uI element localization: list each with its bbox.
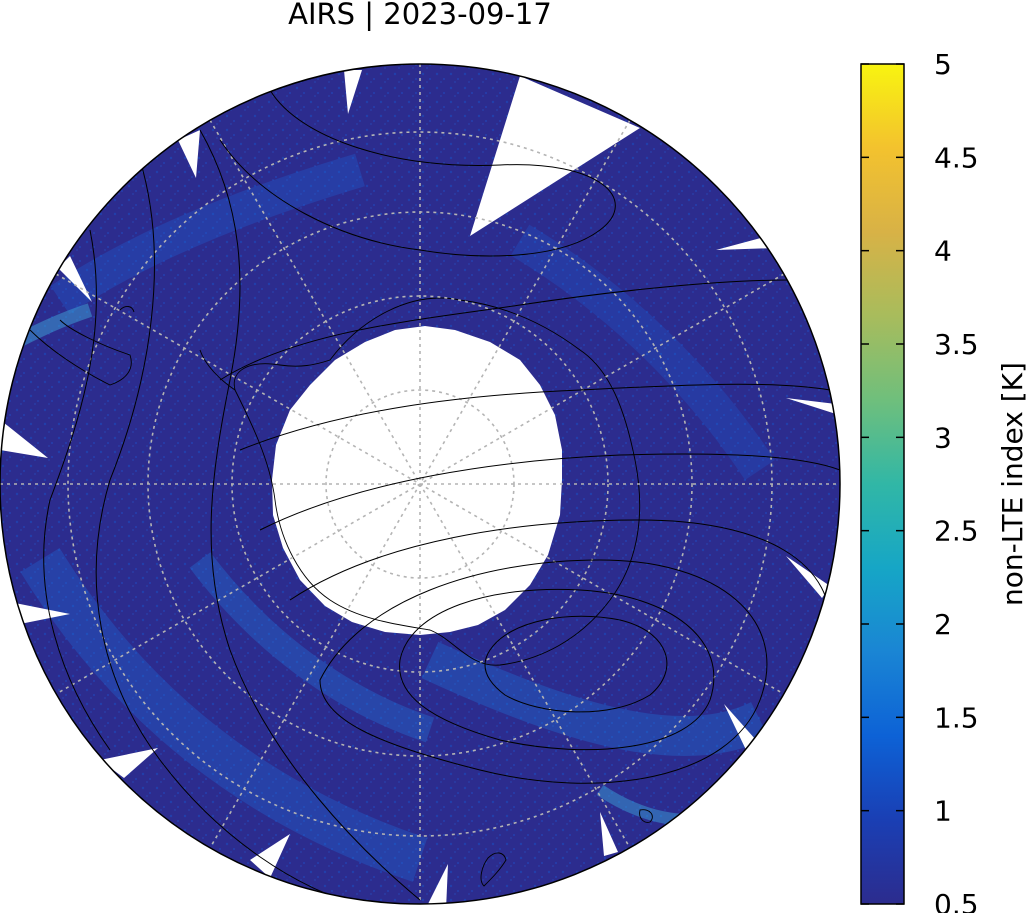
colorbar-tick-label: 4 — [934, 235, 952, 268]
colorbar-tick-label: 2 — [934, 608, 952, 641]
data-gap-wedge — [470, 76, 640, 236]
contours — [43, 89, 840, 904]
contour-line — [219, 89, 616, 257]
contour-line — [219, 279, 791, 381]
enhanced-swath — [421, 641, 769, 757]
contour-line — [319, 559, 768, 784]
colorbar-tick-label: 0.5 — [934, 888, 979, 913]
data-gap-wedge — [178, 130, 200, 178]
graticule — [0, 64, 840, 904]
contour-line — [399, 588, 715, 751]
data-gap-wedge — [58, 256, 92, 302]
south-america-coastline — [119, 306, 135, 313]
data-gap-wedge — [786, 398, 836, 414]
map-title: AIRS | 2023-09-17 — [288, 0, 552, 31]
colorbar-bar — [860, 63, 905, 905]
new-zealand-coastline — [480, 852, 507, 887]
data-gap-wedge — [428, 864, 448, 904]
colorbar-tick-label: 2.5 — [934, 515, 979, 548]
contour-line — [199, 129, 421, 901]
colorbar-tick-label: 5 — [934, 48, 952, 81]
contour-line — [289, 519, 832, 641]
data-gaps — [0, 70, 836, 904]
colorbar-ticks: 0.5 1 1.5 2 2.5 3 3.5 4 4.5 5 — [861, 48, 979, 913]
antarctic-peninsula-coastline — [199, 349, 236, 391]
meridian — [55, 273, 785, 695]
tasmania-coastline — [639, 809, 653, 823]
data-gap-polar — [272, 326, 562, 635]
enhanced-signal-regions — [16, 153, 775, 882]
coastlines — [29, 297, 653, 887]
enhanced-swath — [20, 547, 428, 882]
colorbar-tick-label: 4.5 — [934, 141, 979, 174]
data-gap-wedge — [344, 70, 362, 114]
data-gap-wedge — [0, 420, 48, 458]
south-america-coastline — [29, 319, 132, 386]
contour-line — [239, 383, 831, 451]
antarctica-coastline — [233, 297, 641, 666]
data-gap-wedge — [724, 704, 756, 754]
contour-line — [43, 229, 111, 751]
data-gap-wedge — [250, 834, 290, 878]
enhanced-swath — [510, 224, 775, 480]
enhanced-swath — [189, 552, 435, 743]
data-gap-wedge — [100, 748, 158, 778]
map-border — [0, 63, 841, 905]
enhanced-swath — [50, 153, 365, 315]
colorbar: 0.5 1 1.5 2 2.5 3 3.5 4 4.5 5 non-LTE index [K] — [860, 48, 1029, 913]
colorbar-label: non-LTE index [K] — [996, 362, 1029, 606]
contour-line — [484, 615, 668, 713]
colorbar-tick-label: 1 — [934, 795, 952, 828]
colorbar-tick-label: 3.5 — [934, 328, 979, 361]
data-gap-wedge — [600, 812, 618, 856]
colorbar-tick-label: 1.5 — [934, 701, 979, 734]
data-gap-wedge — [786, 556, 830, 598]
map-panel — [0, 64, 840, 904]
contour-line — [95, 159, 361, 904]
colorbar-tick-label: 3 — [934, 421, 952, 454]
contour-line — [259, 453, 840, 531]
